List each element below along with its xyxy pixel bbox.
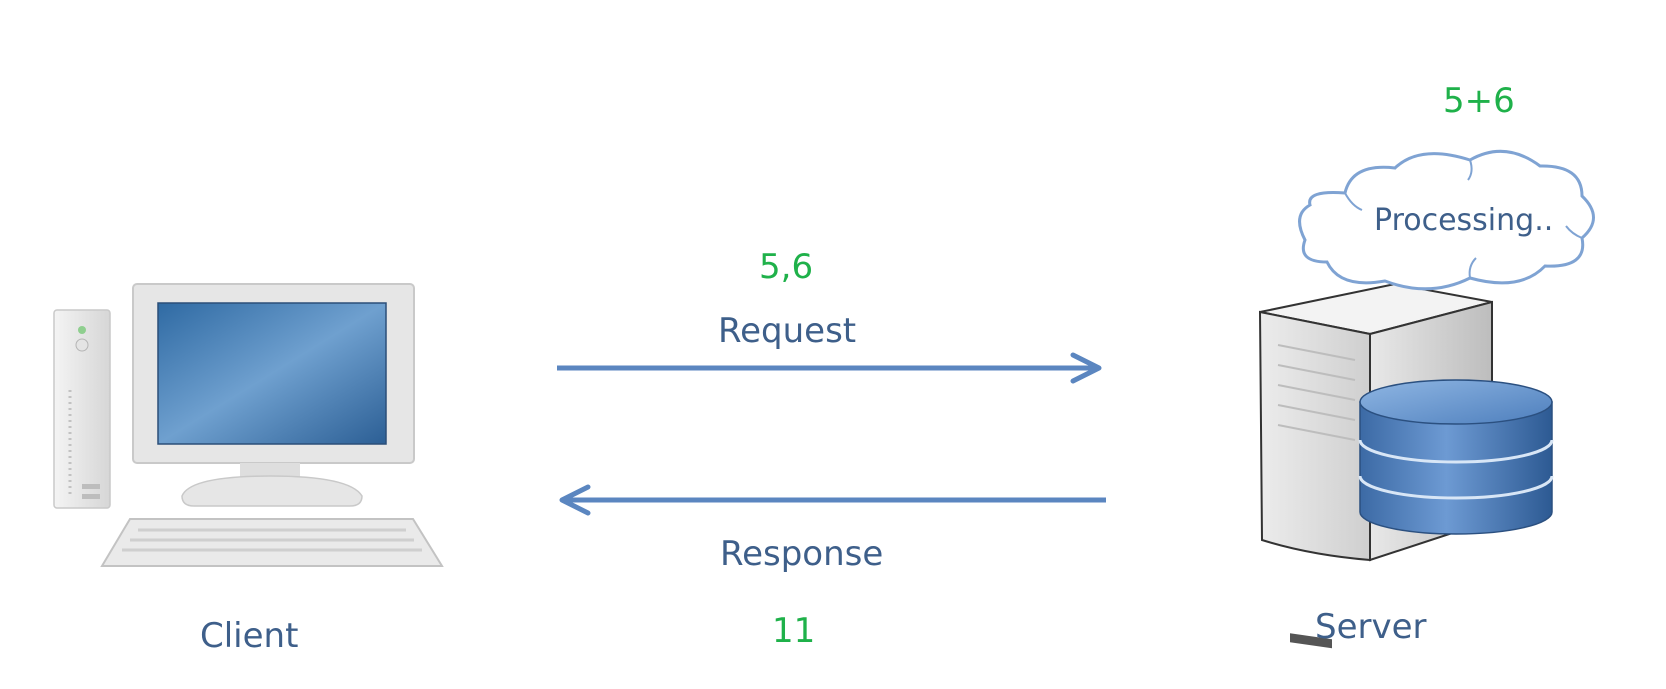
server-icon bbox=[1260, 284, 1552, 648]
client-monitor bbox=[133, 284, 414, 506]
client-label: Client bbox=[200, 619, 298, 653]
server-expression: 5+6 bbox=[1443, 84, 1515, 118]
server-label: Server bbox=[1315, 610, 1427, 644]
processing-text: Processing.. bbox=[1374, 206, 1553, 236]
request-label: Request bbox=[718, 314, 856, 348]
database-icon bbox=[1360, 380, 1552, 534]
client-tower bbox=[54, 310, 110, 508]
request-arrow bbox=[557, 355, 1099, 381]
response-arrow bbox=[562, 487, 1106, 513]
client-keyboard bbox=[102, 519, 442, 566]
response-label: Response bbox=[720, 537, 883, 571]
response-payload: 11 bbox=[772, 614, 815, 648]
request-payload: 5,6 bbox=[759, 250, 813, 284]
client-computer-icon bbox=[54, 284, 442, 566]
